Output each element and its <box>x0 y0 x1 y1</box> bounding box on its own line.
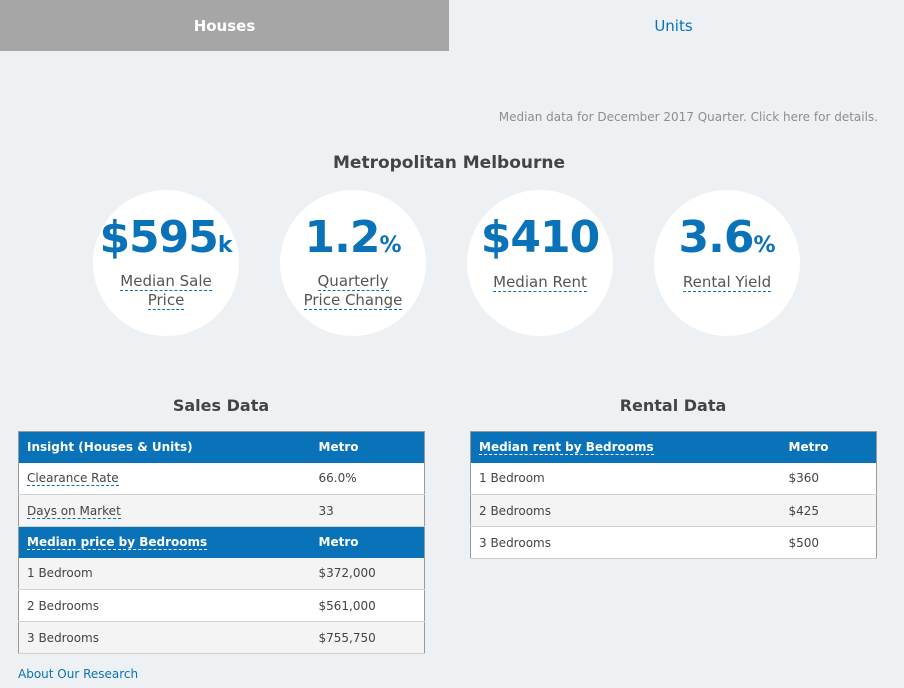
rental-data-table: Median rent by Bedrooms Metro 1 Bedroom … <box>470 431 877 559</box>
property-type-tabs: Houses Units <box>0 0 898 51</box>
bedroom-value: $425 <box>780 494 877 527</box>
stat-median-rent: $410 Median Rent <box>467 190 613 336</box>
sales-data-title: Sales Data <box>172 396 270 415</box>
table-row: Days on Market 33 <box>18 494 425 527</box>
stat-value: 1.2% <box>304 212 402 263</box>
insight-header: Insight (Houses & Units) <box>18 431 311 463</box>
about-our-research-link[interactable]: About Our Research <box>18 667 139 681</box>
stat-value: $410 <box>480 212 600 263</box>
table-row: 2 Bedrooms $561,000 <box>18 589 425 622</box>
clearance-rate-value: 66.0% <box>310 462 425 495</box>
stat-rental-yield: 3.6% Rental Yield <box>654 190 800 336</box>
clearance-rate-label[interactable]: Clearance Rate <box>18 462 311 495</box>
stat-label[interactable]: Median Rent <box>493 273 587 292</box>
bedroom-value: $561,000 <box>310 589 425 622</box>
days-on-market-value: 33 <box>310 494 425 527</box>
bedroom-label: 3 Bedrooms <box>470 526 781 559</box>
stat-median-sale-price: $595k Median Sale Price <box>93 190 239 336</box>
table-row: 1 Bedroom $372,000 <box>18 557 425 590</box>
region-title: Metropolitan Melbourne <box>333 153 565 173</box>
median-data-note-link[interactable]: Median data for December 2017 Quarter. C… <box>498 110 878 124</box>
bedroom-value: $372,000 <box>310 557 425 590</box>
bedroom-label: 1 Bedroom <box>18 557 311 590</box>
bedroom-value: $500 <box>780 526 877 559</box>
tab-units[interactable]: Units <box>449 0 898 51</box>
table-row: 3 Bedrooms $755,750 <box>18 621 425 654</box>
tab-houses[interactable]: Houses <box>0 0 449 51</box>
stat-quarterly-price-change: 1.2% Quarterly Price Change <box>280 190 426 336</box>
bedroom-label: 2 Bedrooms <box>18 589 311 622</box>
stat-label[interactable]: Quarterly Price Change <box>303 272 403 310</box>
table-row: 3 Bedrooms $500 <box>470 526 877 559</box>
metro-header: Metro <box>310 526 425 558</box>
rent-bedroom-header[interactable]: Median rent by Bedrooms <box>470 431 781 463</box>
stat-value: 3.6% <box>678 212 776 263</box>
metro-header: Metro <box>780 431 877 463</box>
table-row: 1 Bedroom $360 <box>470 462 877 495</box>
bedroom-label: 1 Bedroom <box>470 462 781 495</box>
rental-data-title: Rental Data <box>619 396 727 415</box>
bedroom-label: 3 Bedrooms <box>18 621 311 654</box>
bedroom-label: 2 Bedrooms <box>470 494 781 527</box>
table-row: 2 Bedrooms $425 <box>470 494 877 527</box>
bedroom-value: $755,750 <box>310 621 425 654</box>
metro-header: Metro <box>310 431 425 463</box>
stat-label[interactable]: Rental Yield <box>682 273 772 292</box>
stat-label[interactable]: Median Sale Price <box>120 272 212 310</box>
bedroom-value: $360 <box>780 462 877 495</box>
sales-data-table: Insight (Houses & Units) Metro Clearance… <box>18 431 425 654</box>
stat-value: $595k <box>99 212 233 263</box>
table-row: Clearance Rate 66.0% <box>18 462 425 495</box>
bedroom-price-header[interactable]: Median price by Bedrooms <box>18 526 311 558</box>
days-on-market-label[interactable]: Days on Market <box>18 494 311 527</box>
